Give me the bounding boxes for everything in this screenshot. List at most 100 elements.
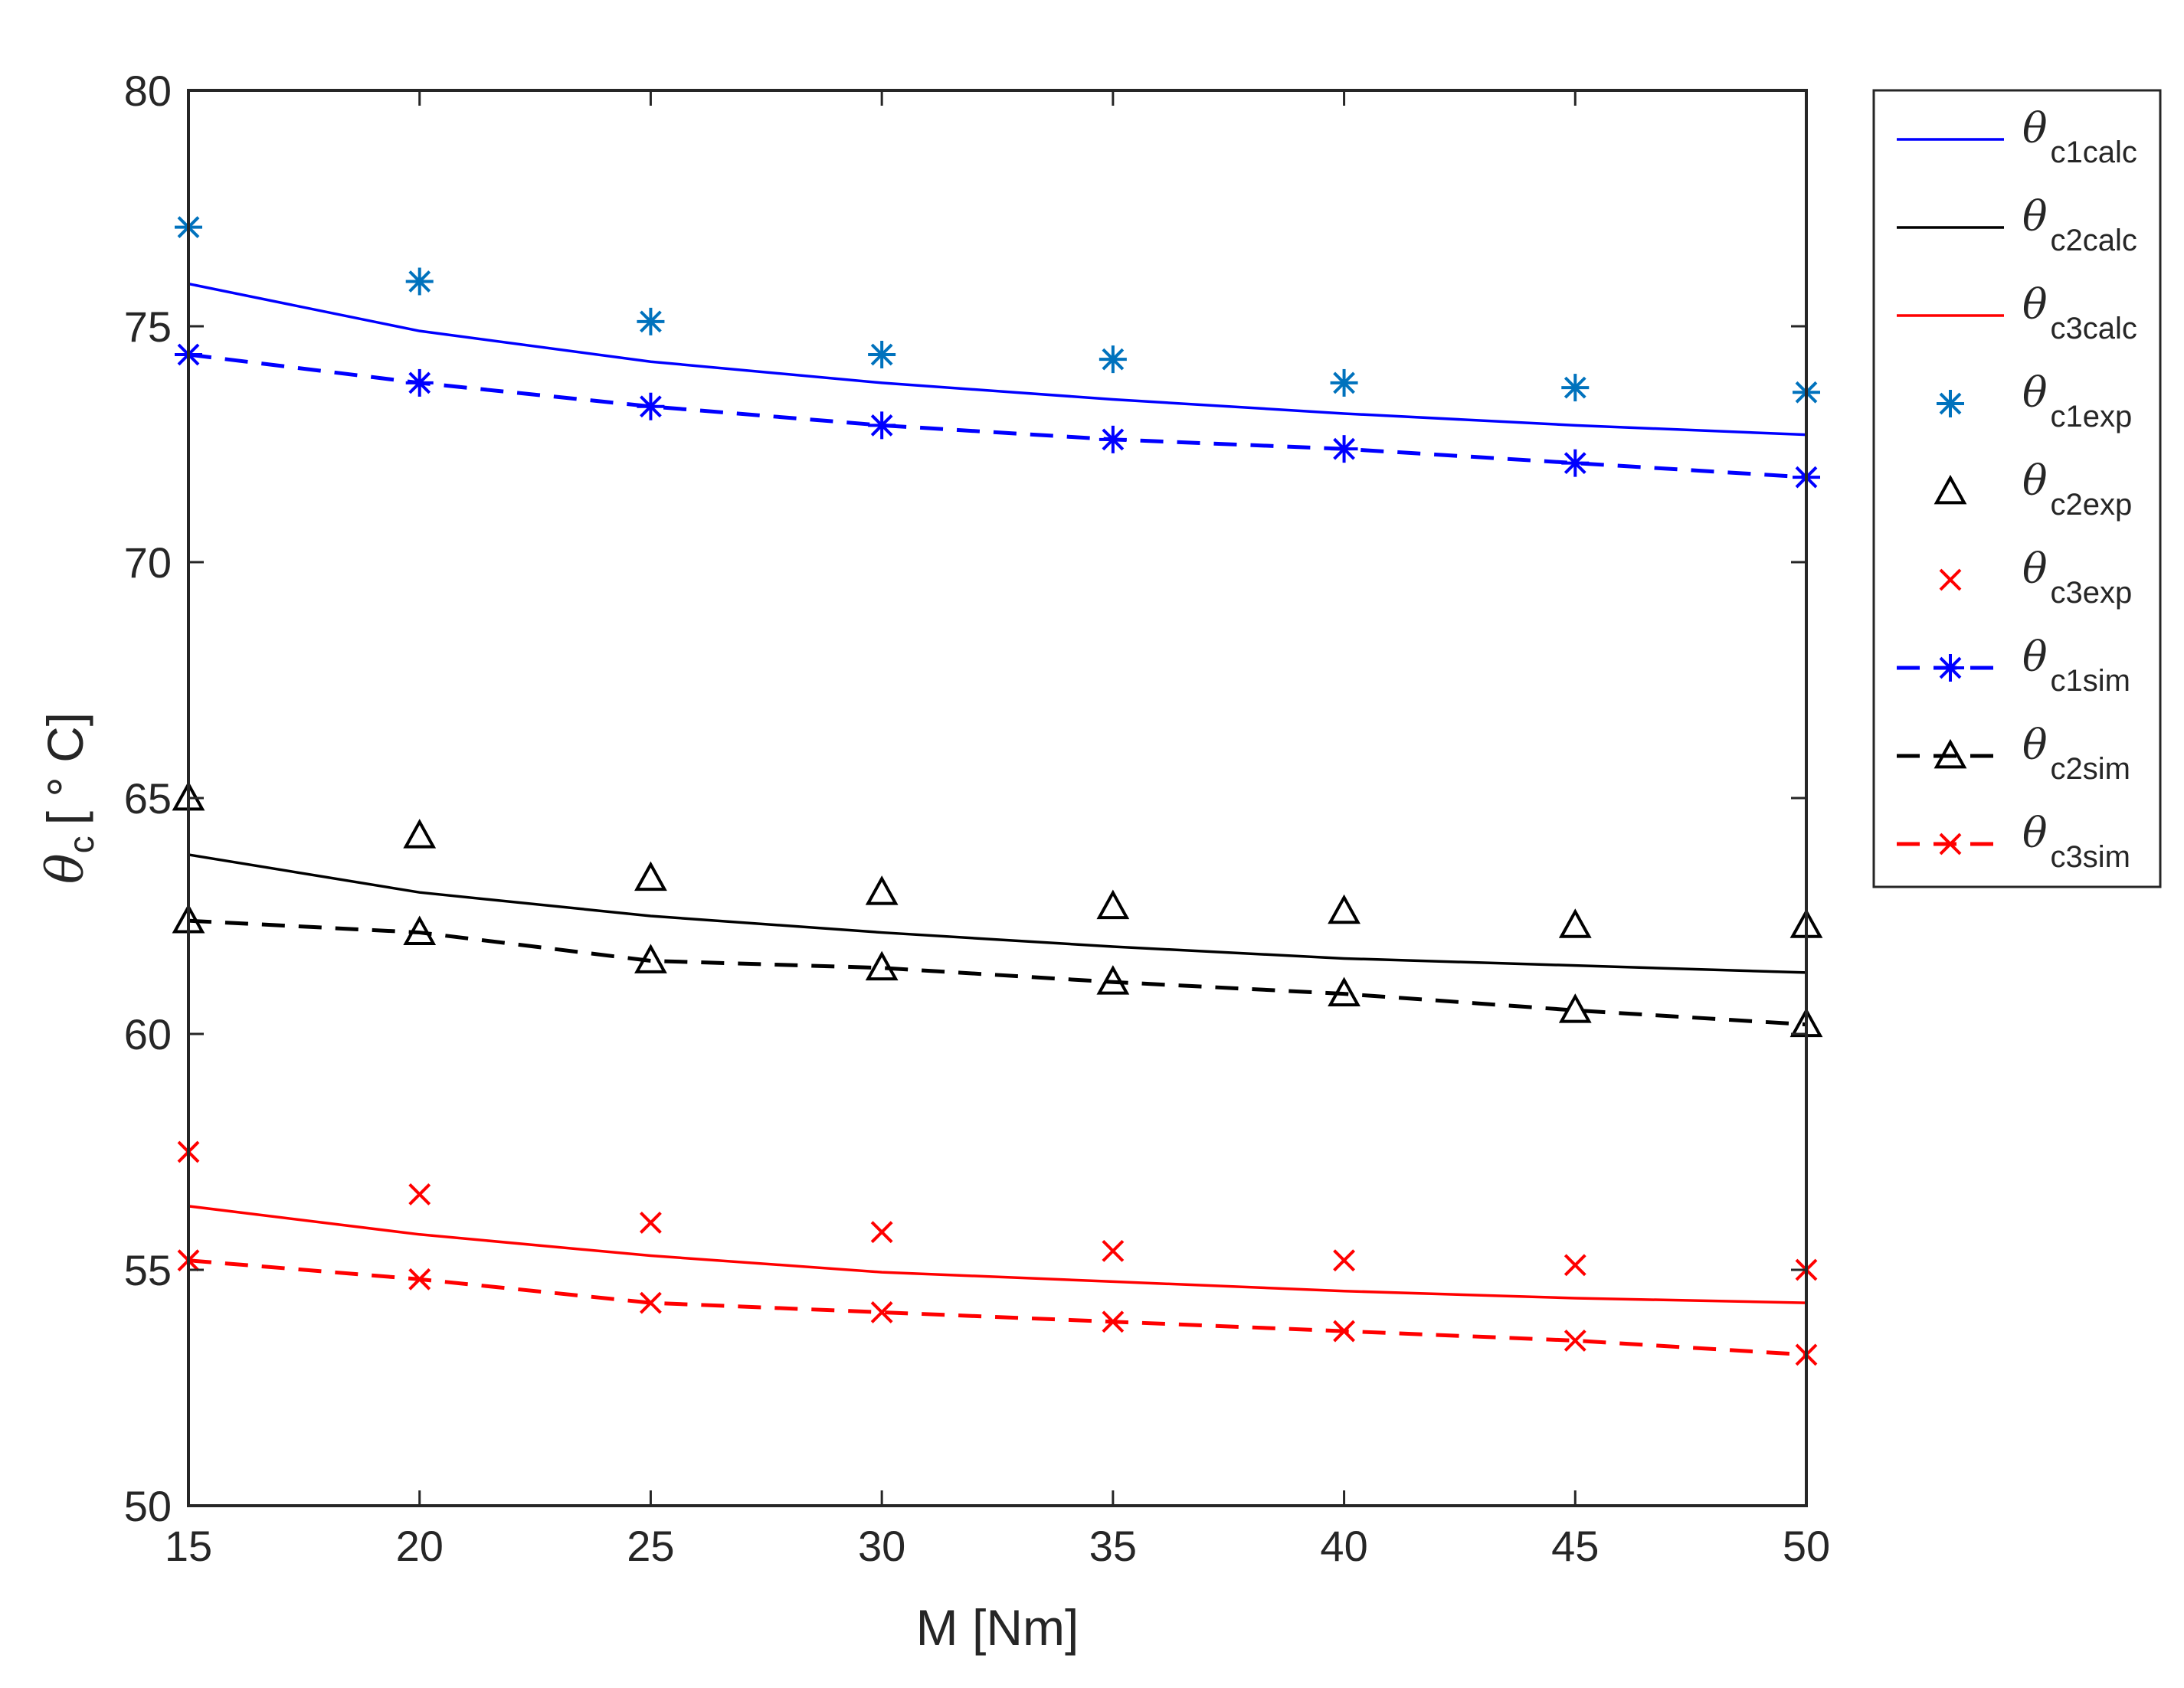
legend-label-c2sim: θ c2sim — [2022, 721, 2130, 786]
legend-label-c1calc: θ c1calc — [2022, 104, 2137, 169]
x-tick-label: 30 — [858, 1522, 905, 1570]
legend-symbol: θ — [2022, 545, 2048, 593]
legend-entry-c1exp: θ c1exp — [1937, 368, 2132, 433]
legend-subscript: c2sim — [2051, 752, 2130, 786]
legend-subscript: c1sim — [2051, 664, 2130, 698]
plot-area — [188, 90, 1806, 1506]
series-line-c3sim — [188, 1258, 1807, 1357]
data-point-c1sim-35 — [1099, 425, 1127, 453]
data-point-c2sim-35 — [1096, 965, 1130, 995]
legend-entry-c1calc: θ c1calc — [1897, 104, 2137, 169]
data-point-c3sim-45 — [1564, 1329, 1586, 1352]
y-axis-title-subscript: c — [61, 836, 101, 853]
data-point-c3exp-35 — [1102, 1239, 1125, 1262]
data-point-c2exp-35 — [1096, 889, 1130, 920]
legend-label-c1exp: θ c1exp — [2022, 368, 2132, 433]
series-line-c2sim — [188, 918, 1807, 1027]
legend-symbol: θ — [2022, 633, 2048, 681]
data-point-c3sim-40 — [1333, 1320, 1355, 1343]
legend-marker-c3sim — [1939, 833, 1962, 855]
legend-entry-c2calc: θ c2calc — [1897, 192, 2137, 257]
legend-symbol: θ — [2022, 280, 2048, 329]
series-line-c2calc — [188, 853, 1807, 974]
data-point-c3sim-30 — [870, 1301, 893, 1323]
legend-subscript: c2calc — [2051, 224, 2137, 257]
svg-text:θc[ ° C]: θc [ ° C] — [36, 712, 101, 884]
ticks-layer: 15 20 25 30 35 40 45 50 50 55 60 65 70 75 80 — [124, 67, 1830, 1570]
legend-subscript: c3sim — [2051, 840, 2130, 874]
data-point-c2exp-25 — [634, 861, 667, 891]
x-tick-label: 45 — [1551, 1522, 1599, 1570]
legend-symbol: θ — [2022, 368, 2048, 417]
y-axis-title-units: [ ° C] — [37, 712, 93, 825]
legend-marker-c1sim — [1937, 654, 1964, 682]
legend-symbol: θ — [2022, 104, 2048, 152]
series-c1exp — [175, 213, 1820, 407]
data-point-c3exp-20 — [408, 1183, 431, 1205]
data-point-c1sim-40 — [1330, 435, 1358, 463]
y-tick-label: 80 — [124, 67, 172, 115]
data-point-c1exp-45 — [1561, 374, 1590, 402]
x-tick-label: 20 — [396, 1522, 444, 1570]
x-tick-label: 50 — [1783, 1522, 1830, 1570]
data-point-c1sim-45 — [1561, 449, 1590, 477]
data-point-c2sim-30 — [865, 950, 899, 981]
legend-entry-c1sim: θ c1sim — [1897, 633, 2130, 698]
legend-symbol: θ — [2022, 721, 2048, 769]
legend-symbol: θ — [2022, 456, 2048, 505]
legend-marker-c3exp — [1939, 568, 1962, 591]
legend-label-c2exp: θ c2exp — [2022, 456, 2132, 522]
data-point-c3sim-20 — [408, 1268, 431, 1291]
legend-entry-c3exp: θ c3exp — [1939, 545, 2132, 610]
x-tick-label: 35 — [1089, 1522, 1137, 1570]
data-point-c2sim-45 — [1558, 993, 1592, 1023]
legend-subscript: c2exp — [2051, 488, 2133, 522]
legend-label-c3calc: θ c3calc — [2022, 280, 2137, 345]
data-point-c1exp-40 — [1330, 368, 1358, 397]
data-point-c2exp-40 — [1328, 894, 1360, 924]
legend-symbol: θ — [2022, 809, 2048, 857]
data-point-c3exp-45 — [1564, 1254, 1586, 1277]
legend-entry-c3sim: θ c3sim — [1897, 809, 2130, 874]
y-tick-label: 65 — [124, 774, 172, 823]
data-point-c1exp-35 — [1099, 345, 1127, 374]
legend-entry-c2exp: θ c2exp — [1934, 456, 2132, 522]
legend-marker-c1exp — [1937, 390, 1964, 417]
data-point-c2sim-20 — [403, 915, 437, 945]
y-axis-title-symbol: θ — [36, 853, 95, 884]
x-tick-label: 40 — [1320, 1522, 1367, 1570]
legend-label-c3exp: θ c3exp — [2022, 545, 2132, 610]
legend-symbol: θ — [2022, 192, 2048, 240]
series-line-c1sim — [188, 352, 1807, 479]
legend-subscript: c3calc — [2051, 312, 2137, 345]
x-axis-title: M [Nm] — [916, 1599, 1079, 1656]
y-tick-label: 60 — [124, 1010, 172, 1058]
data-point-c2sim-40 — [1328, 976, 1360, 1007]
legend-label-c2calc: θ c2calc — [2022, 192, 2137, 257]
series-c1sim — [175, 340, 1820, 492]
legend-label-c3sim: θ c3sim — [2022, 809, 2130, 874]
data-point-c3exp-40 — [1333, 1249, 1355, 1272]
legend-entry-c2sim: θ c2sim — [1897, 721, 2130, 786]
data-point-c1sim-25 — [637, 392, 665, 420]
data-point-c2exp-30 — [865, 875, 899, 905]
series-line-c3calc — [188, 1205, 1807, 1304]
data-point-c1exp-25 — [637, 307, 665, 335]
data-point-c1exp-30 — [868, 340, 896, 368]
data-point-c3exp-25 — [640, 1211, 662, 1234]
series-c3calc — [188, 1205, 1807, 1304]
data-point-c3sim-25 — [640, 1291, 662, 1314]
data-point-c3exp-30 — [870, 1221, 893, 1244]
series-c2exp — [172, 780, 1823, 938]
x-tick-label: 15 — [165, 1522, 212, 1570]
legend-marker-c2exp — [1934, 474, 1967, 505]
y-tick-label: 50 — [124, 1482, 172, 1530]
data-point-c1sim-20 — [405, 368, 434, 397]
legend-box — [1872, 89, 2162, 888]
data-point-c2exp-45 — [1558, 908, 1592, 938]
data-point-c1sim-30 — [868, 411, 896, 440]
data-point-c3sim-35 — [1102, 1310, 1125, 1333]
